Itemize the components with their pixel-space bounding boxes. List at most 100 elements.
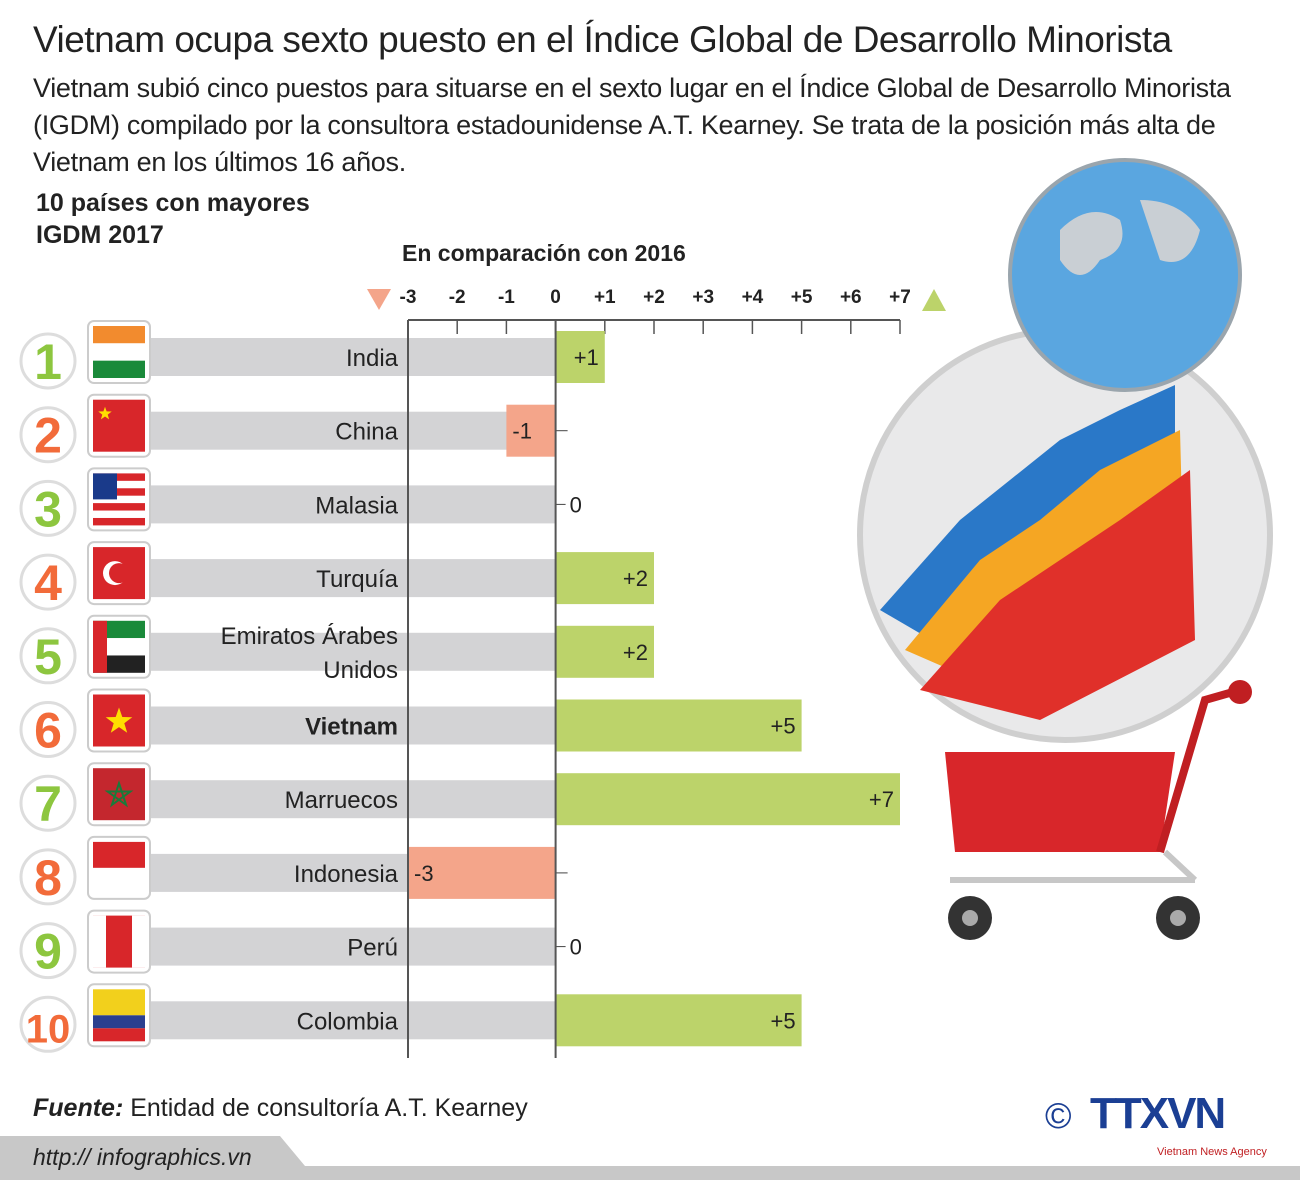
section-title: 10 países con mayores IGDM 2017	[36, 187, 396, 251]
logo-subtitle: Vietnam News Agency	[1157, 1146, 1267, 1158]
tick-label: -3	[400, 287, 417, 308]
flag-canton	[93, 473, 117, 500]
rank-number: 3	[34, 481, 62, 537]
bar	[555, 994, 802, 1047]
retail-illustration	[857, 158, 1273, 940]
row-background	[140, 706, 556, 745]
data-label: +5	[771, 714, 796, 739]
comparison-label: En comparación con 2016	[402, 240, 686, 266]
flag-stripe	[93, 495, 145, 504]
row-background	[140, 485, 556, 524]
globe-continents	[1060, 200, 1200, 275]
flag-india-icon	[93, 326, 145, 344]
flag-colombia-icon	[93, 989, 145, 1016]
category-label: Marruecos	[285, 787, 398, 814]
source-label: Fuente:	[33, 1094, 124, 1122]
rank-badge	[19, 332, 77, 390]
data-label: +5	[771, 1008, 796, 1033]
rank-number: 7	[34, 776, 62, 832]
source-text: Entidad de consultoría A.T. Kearney	[123, 1094, 528, 1122]
bar	[555, 699, 802, 752]
data-label: 0	[570, 935, 582, 960]
category-label: Colombia	[297, 1008, 399, 1035]
section-title-line2: IGDM 2017	[36, 221, 164, 249]
tick-label: +6	[840, 287, 862, 308]
rank-badge	[19, 774, 77, 832]
footer-band	[0, 1136, 1300, 1180]
flag-star-icon	[104, 779, 134, 808]
data-label: 0	[570, 492, 582, 517]
bar	[555, 773, 900, 826]
data-label: +1	[574, 345, 599, 370]
flag-indonesia-icon	[93, 841, 145, 868]
data-label: +2	[623, 566, 648, 591]
flag-stripe	[93, 480, 145, 489]
bar	[408, 846, 556, 899]
tick-label: +3	[692, 287, 714, 308]
website-link[interactable]: http:// infographics.vn	[33, 1144, 252, 1170]
flag-star-icon	[105, 707, 133, 733]
category-label: Emiratos Árabes	[221, 623, 398, 650]
flag-band	[93, 915, 106, 968]
row-background	[140, 338, 556, 376]
row-background	[140, 1001, 556, 1040]
down-triangle-icon	[367, 289, 391, 310]
header: Vietnam ocupa sexto puesto en el Índice …	[33, 16, 1283, 251]
flag-marruecos-icon	[93, 768, 145, 821]
data-label: -3	[414, 861, 434, 886]
data-label: +7	[869, 787, 894, 812]
flag-band	[132, 915, 145, 968]
rank-badge	[19, 406, 77, 464]
bars-group: -3 -2 -1 0 +1 +2 +3 +4 +5 +6 +7 India +1 1 China -1 2 Mal…	[19, 287, 946, 1058]
ttxvn-logo: © TTXVN Vietnam News Agency	[1045, 1092, 1267, 1159]
tick-label: -2	[449, 287, 466, 308]
rank-badge	[19, 701, 77, 758]
up-triangle-icon	[922, 289, 946, 311]
rank-badge	[19, 922, 77, 980]
flag-band	[93, 620, 107, 673]
rank-badge	[19, 553, 77, 611]
rank-badge	[19, 848, 77, 906]
tick-label: +5	[791, 287, 813, 308]
data-label: +2	[623, 640, 648, 665]
data-label: -1	[512, 419, 532, 444]
tick-label: -1	[498, 287, 515, 308]
category-label: Turquía	[316, 566, 398, 593]
flag-colombia-icon	[93, 1015, 145, 1029]
tick-label: +1	[594, 287, 616, 308]
tick-label: +4	[742, 287, 764, 308]
tick-label: +2	[643, 287, 665, 308]
flag-china-icon	[93, 399, 145, 452]
row-background	[140, 632, 556, 671]
flag-star-icon	[98, 406, 112, 420]
category-label: Unidos	[323, 657, 398, 684]
logo-text: TTXVN	[1089, 1089, 1226, 1138]
subtitle: Vietnam subió cinco puestos para situars…	[33, 73, 1231, 177]
row-background	[140, 559, 556, 598]
page-title: Vietnam ocupa sexto puesto en el Índice …	[33, 19, 1172, 60]
section-title-line1: 10 países con mayores	[36, 189, 310, 217]
category-label: China	[335, 419, 398, 446]
bar	[555, 331, 605, 383]
flag-crescent-icon	[109, 563, 129, 584]
copyright-icon: ©	[1045, 1095, 1072, 1136]
flag-india-icon	[93, 360, 145, 378]
source: Fuente: Entidad de consultoría A.T. Kear…	[33, 1094, 528, 1123]
category-label: Malasia	[315, 492, 398, 519]
flag-colombia-icon	[93, 1028, 145, 1042]
red-area	[920, 470, 1195, 720]
row-background	[140, 780, 556, 819]
rank-badge	[19, 479, 77, 537]
rank-badge	[19, 627, 77, 685]
rank-badge	[19, 995, 77, 1053]
tick-label: +7	[889, 287, 911, 308]
rank-number: 5	[34, 629, 62, 685]
bar	[506, 404, 556, 457]
flag-stripe	[93, 510, 145, 518]
row-background	[140, 411, 556, 450]
rank-number: 2	[34, 408, 62, 464]
rank-number: 1	[34, 334, 62, 390]
tick-label: 0	[550, 287, 561, 308]
